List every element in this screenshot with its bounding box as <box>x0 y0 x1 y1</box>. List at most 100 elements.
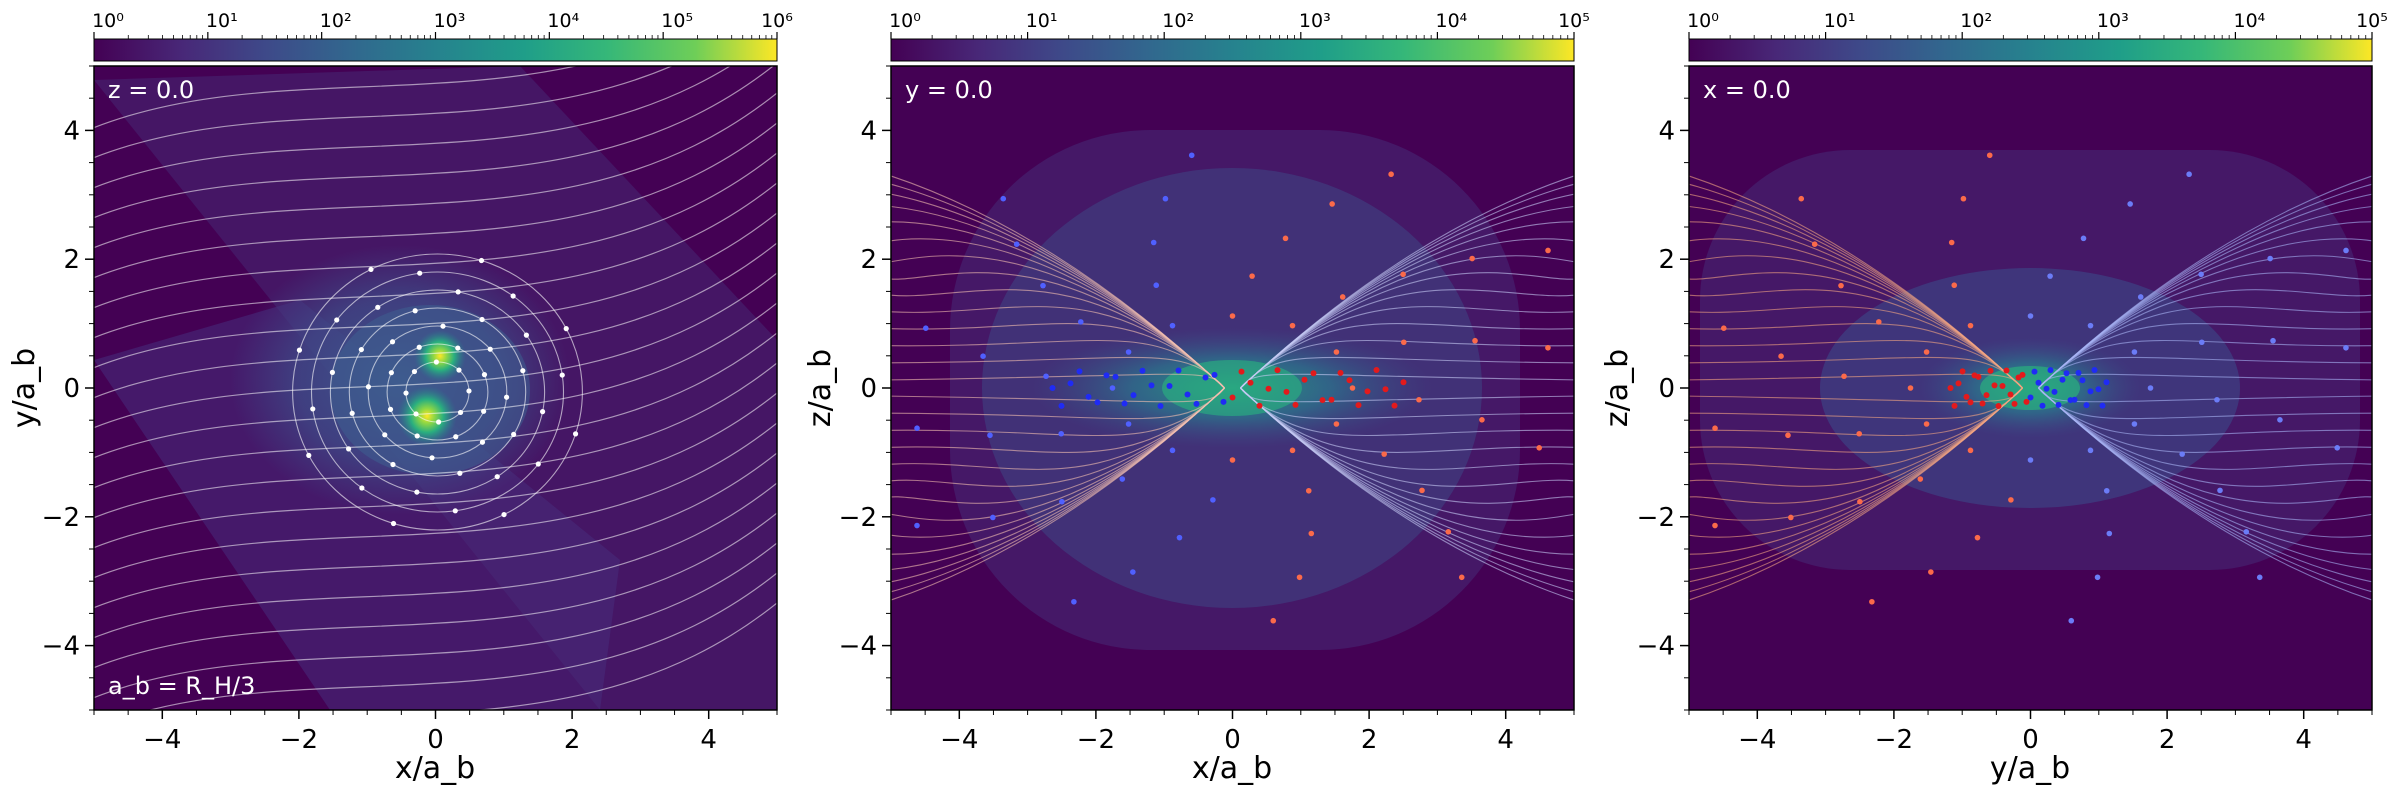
y-tick-label: 2 <box>1658 245 1675 275</box>
stream-arrow <box>539 409 546 415</box>
stream-arrow <box>403 390 409 396</box>
streamline <box>1240 387 1574 470</box>
stream-arrow <box>1121 400 1128 407</box>
stream-arrow <box>987 432 993 439</box>
stream-arrow <box>2087 322 2094 329</box>
stream-arrow <box>1210 497 1216 503</box>
stream-arrow <box>2003 367 2010 374</box>
stream-arrow <box>1841 373 1847 380</box>
x-tick-label: −4 <box>143 725 181 755</box>
stream-arrow <box>452 508 458 514</box>
stream-arrow <box>1445 528 1452 535</box>
streamline <box>891 387 1225 555</box>
stream-arrow <box>1987 367 1994 374</box>
stream-arrow <box>1923 421 1930 427</box>
axes-left: −4 −2 0 2 4 −4 −2 0 2 4 <box>42 65 778 755</box>
streamline <box>891 387 1225 453</box>
colorbar-right <box>1688 38 2373 62</box>
streamline <box>94 302 777 459</box>
stream-arrow <box>2384 480 2390 486</box>
colorbar-ticks-right: 10⁰ 10¹ 10² 10³ 10⁴ 10⁵ <box>1687 10 2388 39</box>
stream-arrow <box>1917 476 1924 482</box>
stream-arrow <box>1983 392 1990 399</box>
stream-arrow <box>481 408 487 414</box>
stream-arrow <box>1986 152 1993 159</box>
colorbar-tick-label: 10² <box>320 10 352 32</box>
stream-arrow <box>457 409 464 416</box>
stream-arrow <box>2031 368 2038 375</box>
streamline <box>1689 238 2023 389</box>
stream-arrow <box>1109 385 1116 391</box>
stream-arrow <box>412 308 418 314</box>
colorbar-tick-label: 10⁴ <box>547 10 579 32</box>
streamline <box>292 253 583 531</box>
stream-arrow <box>1400 379 1407 386</box>
stream-arrow <box>417 270 423 276</box>
stream-arrow <box>1148 382 1155 389</box>
streamline <box>2038 289 2372 389</box>
streamline <box>891 387 1225 593</box>
stream-arrow <box>1049 385 1056 391</box>
stream-arrow <box>1130 569 1136 575</box>
colorbar-middle <box>890 38 1575 62</box>
y-tick-label: 4 <box>860 116 877 146</box>
streamline <box>1689 387 2023 601</box>
streamline <box>1240 221 1574 389</box>
stream-arrow <box>1416 396 1422 403</box>
streamline <box>1240 339 1574 389</box>
streamline <box>386 343 489 441</box>
stream-arrow <box>1238 368 1245 375</box>
streamline <box>1240 387 1574 593</box>
stream-arrow <box>1175 367 1182 374</box>
stream-arrow <box>306 452 312 458</box>
streamline <box>1689 387 2023 538</box>
density-map-right <box>1640 66 2390 710</box>
streamline <box>1689 387 2023 470</box>
stream-arrow <box>559 372 565 378</box>
x-tick-label: −2 <box>1077 725 1115 755</box>
stream-arrow <box>1067 380 1074 387</box>
stream-arrow <box>2099 402 2106 409</box>
stream-arrow <box>455 345 461 351</box>
stream-arrow <box>1798 195 1805 202</box>
stream-arrow <box>1169 447 1176 454</box>
stream-arrow <box>2079 377 2086 384</box>
streamline <box>1240 306 1574 389</box>
streamline <box>1689 272 2023 389</box>
stream-arrow <box>479 439 486 445</box>
y-tick-label: 2 <box>63 245 80 275</box>
streamline <box>1689 387 2023 593</box>
streamline <box>94 482 777 639</box>
stream-arrow <box>1640 410 1646 416</box>
stream-arrow <box>1928 569 1934 575</box>
streamline <box>94 66 732 189</box>
stream-arrow <box>2198 339 2205 346</box>
streamline <box>94 212 777 369</box>
streamline <box>1689 289 2023 389</box>
stream-arrow <box>1265 385 1272 392</box>
colorbar-tick-label: 10⁴ <box>2234 10 2266 32</box>
streamline <box>473 602 777 710</box>
stream-arrow <box>2027 313 2034 319</box>
x-tick-label: 0 <box>1224 725 1241 755</box>
stream-arrow <box>1058 402 1065 409</box>
panel-right: 10⁰ 10¹ 10² 10³ 10⁴ 10⁵ −4 −2 0 2 4 −4 −2 0 2 4 x = 0.… <box>1600 10 2390 786</box>
stream-arrow <box>1150 239 1157 246</box>
colorbar-tick-label: 10⁰ <box>889 10 921 32</box>
stream-arrow <box>1282 235 1289 242</box>
stream-arrow <box>1951 402 1958 409</box>
stream-arrow <box>457 470 463 476</box>
stream-arrow <box>1811 241 1818 248</box>
colorbar-ticks-middle: 10⁰ 10¹ 10² 10³ 10⁴ 10⁵ <box>889 10 1590 39</box>
stream-arrow <box>389 339 396 345</box>
stream-arrow <box>1923 349 1930 355</box>
stream-arrow <box>1169 322 1176 329</box>
stream-arrow <box>2008 497 2014 503</box>
streamline <box>2038 255 2372 389</box>
colorbar-tick-label: 10⁶ <box>761 10 793 32</box>
stream-arrow <box>1337 369 1344 376</box>
slice-label-left: z = 0.0 <box>108 76 194 104</box>
streamline <box>2038 387 2372 487</box>
stream-arrow <box>413 411 419 417</box>
stream-arrow <box>1975 373 1982 380</box>
